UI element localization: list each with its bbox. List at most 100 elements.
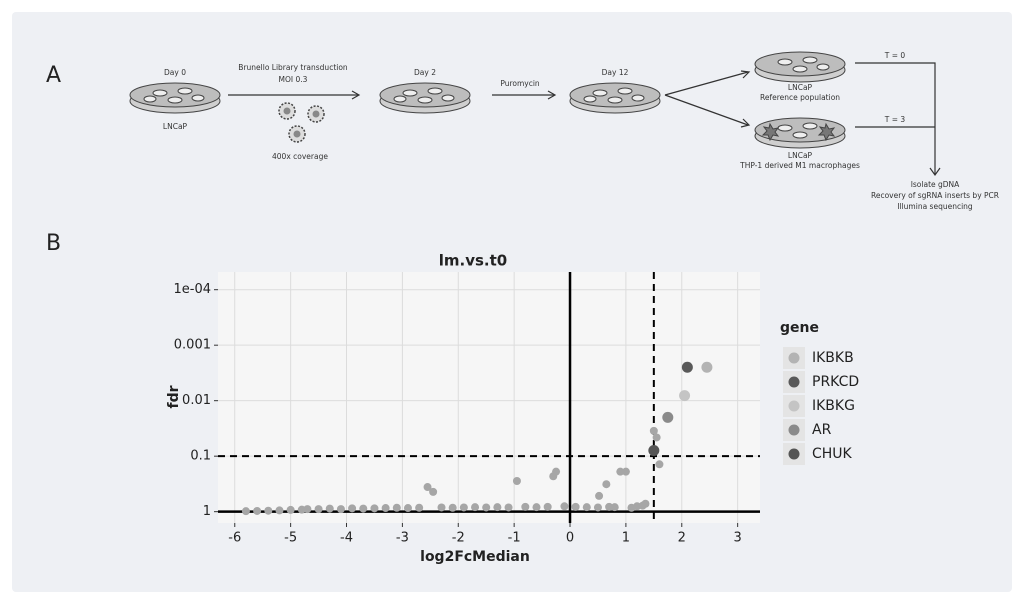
cell-label: LNCaP [788,83,813,92]
point [521,503,529,511]
x-tick-label: 3 [734,531,742,546]
panel-label: B [46,231,61,256]
figure: A Day 0 LNCaP Brunello Library transduct… [0,0,1024,604]
y-axis-label: fdr [166,385,182,408]
x-axis-label: log2FcMedian [420,549,530,565]
point [662,412,673,423]
point [595,492,603,500]
dish-coculture [755,118,845,148]
legend-swatch [789,425,800,436]
point [682,362,693,373]
point [572,503,580,511]
x-tick-label: 2 [678,531,686,546]
legend-label: PRKCD [812,374,859,390]
x-tick-label: 1 [622,531,630,546]
point [438,503,446,511]
dish-day0 [130,83,220,113]
cell-label: LNCaP [163,122,188,131]
step-label: Puromycin [500,79,540,88]
x-tick-label: 0 [566,531,574,546]
point [393,504,401,512]
point [701,362,712,373]
point [493,503,501,511]
step-label: Brunello Library transduction [238,63,348,72]
point [303,505,311,513]
readout-step: Recovery of sgRNA inserts by PCR [871,191,999,200]
y-tick-label: 1 [203,504,211,519]
legend-swatch [789,449,800,460]
point [602,480,610,488]
point [482,503,490,511]
legend-label: IKBKG [812,398,855,414]
dish-reference [755,52,845,82]
timepoint-label: T = 3 [884,115,906,124]
point [404,504,412,512]
point [242,507,250,515]
point [326,505,334,513]
point [622,468,630,476]
point [315,505,323,513]
point [449,504,457,512]
cell-label: LNCaP [788,151,813,160]
point [544,503,552,511]
point [505,503,513,511]
point [348,504,356,512]
point [429,488,437,496]
x-tick-label: -3 [396,531,409,546]
step-label: Day 12 [602,68,629,77]
point [382,504,390,512]
point [641,500,649,508]
y-tick-label: 0.01 [182,393,211,408]
chart-title: lm.vs.t0 [439,252,507,270]
x-tick-label: -6 [228,531,241,546]
point [415,504,423,512]
legend-label: IKBKB [812,350,854,366]
point [653,433,661,441]
y-tick-label: 1e-04 [173,282,211,297]
point [370,504,378,512]
y-tick-label: 0.1 [190,449,211,464]
point [264,507,272,515]
timepoint-label: T = 0 [884,51,906,60]
legend-title: gene [780,320,819,336]
point [460,503,468,511]
step-label: Day 2 [414,68,436,77]
plot-panel [218,272,760,523]
point [552,468,560,476]
point [583,503,591,511]
step-label: MOI 0.3 [279,75,308,84]
legend-swatch [789,377,800,388]
step-label: 400x coverage [272,152,328,161]
cell-label: Reference population [760,93,840,102]
point [337,505,345,513]
panel-label: A [46,63,61,88]
x-tick-label: -4 [340,531,353,546]
x-tick-label: -5 [284,531,297,546]
x-tick-label: -1 [508,531,521,546]
dish-day2 [380,83,470,113]
point [359,505,367,513]
cell-label: THP-1 derived M1 macrophages [739,161,860,170]
point [532,503,540,511]
point [275,506,283,514]
point [287,506,295,514]
x-tick-label: -2 [452,531,465,546]
point [471,503,479,511]
point [648,445,659,456]
step-label: Day 0 [164,68,186,77]
legend-label: AR [812,422,832,438]
legend-swatch [789,401,800,412]
legend-label: CHUK [812,446,853,462]
point [611,503,619,511]
point [594,503,602,511]
y-tick-label: 0.001 [174,338,211,353]
readout-step: Isolate gDNA [911,180,960,189]
point [513,477,521,485]
point [253,507,261,515]
point [560,502,568,510]
point [655,460,663,468]
dish-day12 [570,83,660,113]
point [679,390,690,401]
legend-swatch [789,353,800,364]
readout-step: Illumina sequencing [897,202,973,211]
